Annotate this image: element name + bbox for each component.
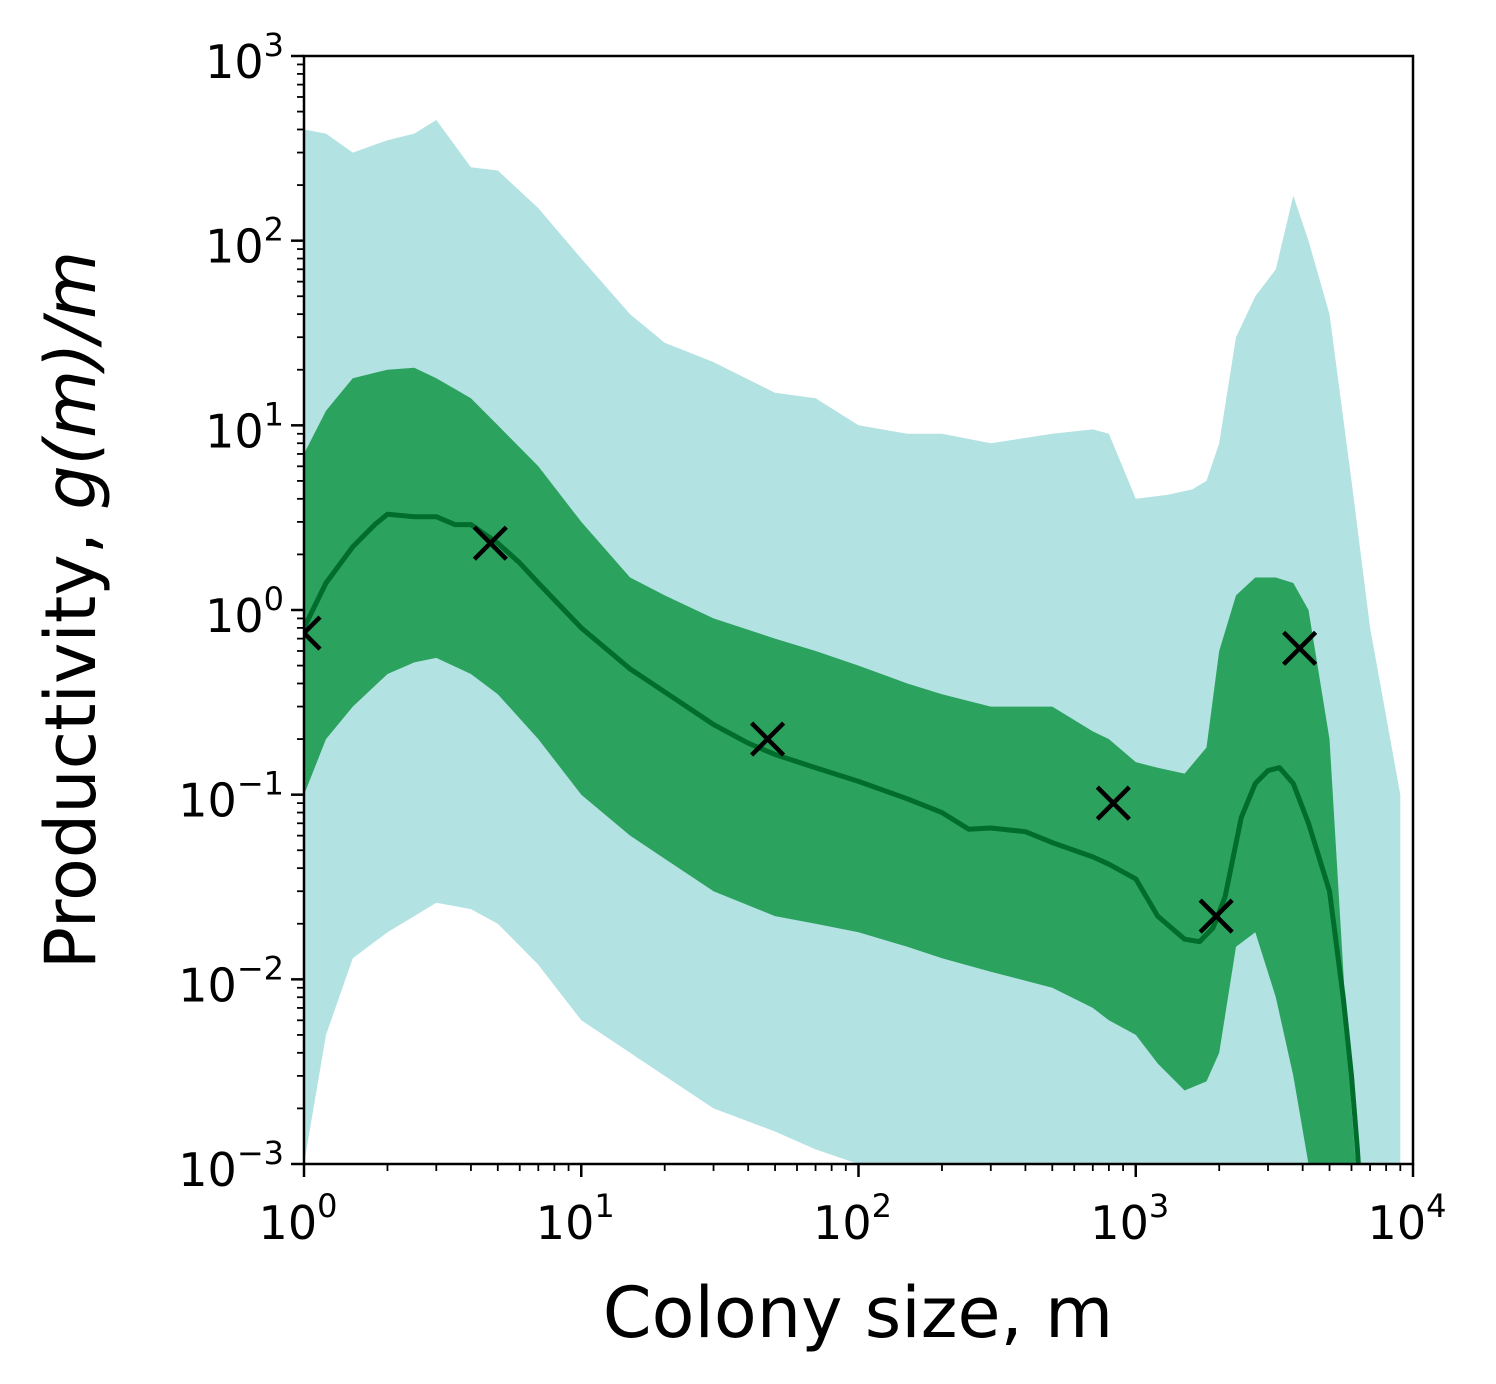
y-tick-label: 10−1 (178, 765, 284, 828)
y-tick-label: 102 (205, 211, 284, 274)
y-axis-title-prefix: Productivity, (30, 510, 112, 969)
plot-area (304, 120, 1401, 1164)
inner-band-area (304, 367, 1356, 1164)
y-tick-label: 100 (205, 580, 284, 643)
y-axis-title: Productivity, g(m)/m (30, 251, 112, 970)
data-marker (1198, 898, 1234, 934)
ticks: 100 101 102 103 104 10−3 10−2 10−1 100 101 102 103 (178, 26, 1446, 1250)
y-axis-title-math: g(m)/m (30, 251, 112, 510)
data-marker (1095, 785, 1131, 821)
x-axis-title: Colony size, m (603, 1272, 1113, 1354)
y-tick-label: 10−2 (178, 949, 284, 1012)
y-tick-label: 10−3 (178, 1134, 284, 1197)
x-tick-label: 100 (259, 1187, 338, 1250)
x-tick-label: 102 (813, 1187, 892, 1250)
data-marker (749, 721, 786, 757)
y-tick-label: 103 (205, 26, 284, 89)
data-marker (472, 525, 508, 561)
data-marker (1282, 630, 1318, 666)
median-line (304, 511, 1361, 1164)
data-marker (304, 615, 322, 651)
y-tick-label: 101 (205, 395, 284, 458)
x-tick-label: 101 (536, 1187, 615, 1250)
x-tick-label: 104 (1368, 1187, 1447, 1250)
x-tick-label: 103 (1090, 1187, 1169, 1250)
